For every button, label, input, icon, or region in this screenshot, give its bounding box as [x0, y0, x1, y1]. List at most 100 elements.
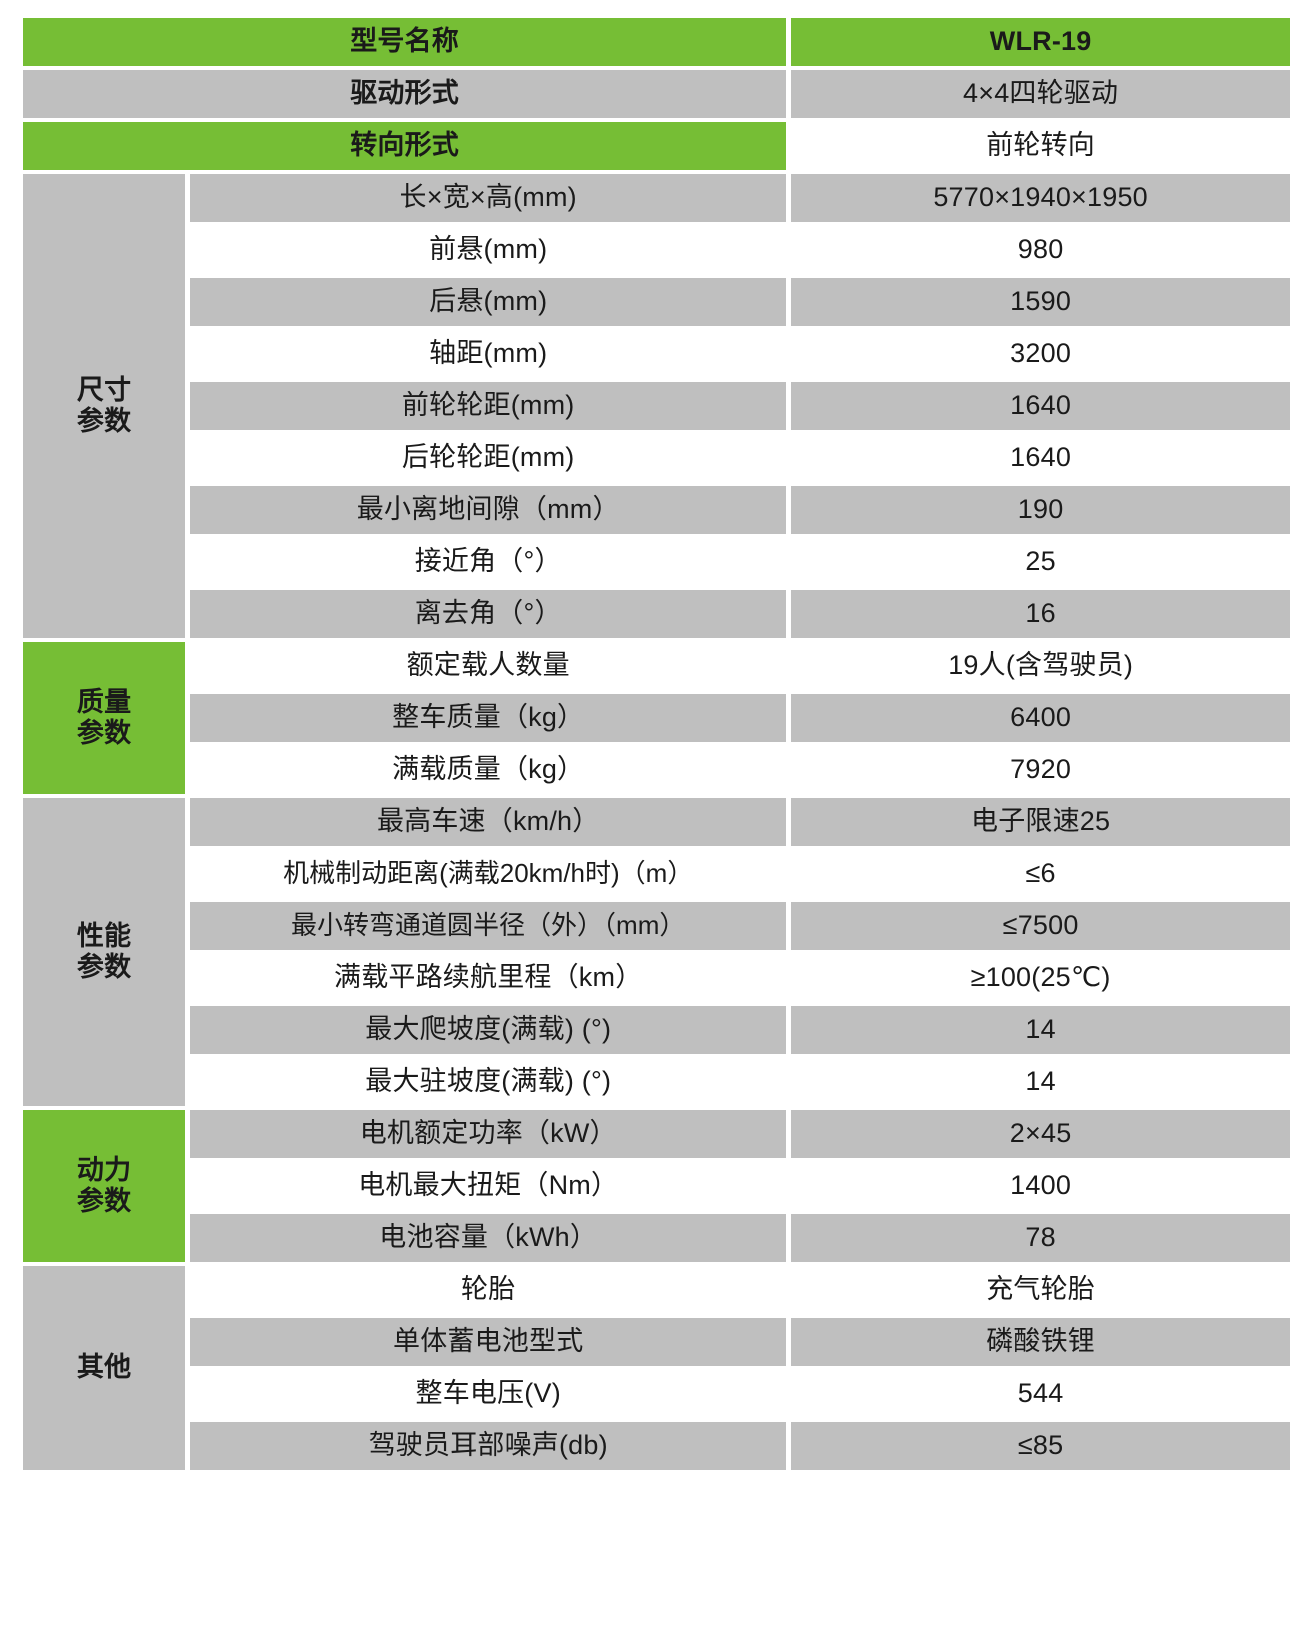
spec-value: ≤85: [791, 1422, 1290, 1470]
section-category-line: 其他: [76, 1352, 132, 1383]
table-row: 电机最大扭矩（Nm） 1400: [23, 1162, 1290, 1210]
spec-value: 1640: [791, 382, 1290, 430]
table-row: 后悬(mm) 1590: [23, 278, 1290, 326]
table-row: 转向形式 前轮转向: [23, 122, 1290, 170]
spec-label: 电机最大扭矩（Nm）: [190, 1162, 787, 1210]
spec-label: 前悬(mm): [190, 226, 787, 274]
table-row: 动力 参数 电机额定功率（kW） 2×45: [23, 1110, 1290, 1262]
spec-value: 14: [791, 1058, 1290, 1106]
table-row: 质量 参数 额定载人数量 19人(含驾驶员): [23, 642, 1290, 794]
table-row: 最大驻坡度(满载) (°) 14: [23, 1058, 1290, 1106]
spec-value: ≤7500: [791, 902, 1290, 950]
spec-value: ≥100(25℃): [791, 954, 1290, 1002]
table-header-row: 型号名称 WLR-19: [23, 18, 1290, 66]
header-model-value: WLR-19: [791, 18, 1290, 66]
table-row: 机械制动距离(满载20km/h时)（m） ≤6: [23, 850, 1290, 898]
section-category-label: 性能 参数: [23, 798, 186, 1106]
table-row: 最大爬坡度(满载) (°) 14: [23, 1006, 1290, 1054]
spec-label: 最大爬坡度(满载) (°): [190, 1006, 787, 1054]
section-category-line: 参数: [76, 718, 132, 748]
spec-value: 980: [791, 226, 1290, 274]
table-row: 驱动形式 4×4四轮驱动: [23, 70, 1290, 118]
spec-value: 25: [791, 538, 1290, 586]
spec-label: 最大驻坡度(满载) (°): [190, 1058, 787, 1106]
spec-table-body: 型号名称 WLR-19 驱动形式 4×4四轮驱动 转向形式 前轮转向 尺寸 参数 长×宽×高(m…: [23, 18, 1290, 1470]
table-row: 电池容量（kWh） 78: [23, 1214, 1290, 1262]
spec-value: ≤6: [791, 850, 1290, 898]
spec-value: 16: [791, 590, 1290, 638]
spec-value: 4×4四轮驱动: [791, 70, 1290, 118]
section-category-label: 尺寸 参数: [23, 174, 186, 638]
spec-label: 驱动形式: [23, 70, 787, 118]
spec-label: 最高车速（km/h）: [190, 798, 787, 846]
spec-label: 前轮轮距(mm): [190, 382, 787, 430]
spec-value: 3200: [791, 330, 1290, 378]
spec-value: 前轮转向: [791, 122, 1290, 170]
spec-label: 满载质量（kg）: [190, 746, 787, 794]
spec-label: 机械制动距离(满载20km/h时)（m）: [190, 850, 787, 898]
spec-value: 1590: [791, 278, 1290, 326]
section-category-line: 参数: [76, 1186, 132, 1216]
spec-value: 14: [791, 1006, 1290, 1054]
spec-value: 190: [791, 486, 1290, 534]
table-row: 单体蓄电池型式 磷酸铁锂: [23, 1318, 1290, 1366]
spec-label: 单体蓄电池型式: [190, 1318, 787, 1366]
spec-label: 离去角（°）: [190, 590, 787, 638]
table-row: 其他 轮胎 充气轮胎: [23, 1266, 1290, 1470]
table-row: 接近角（°） 25: [23, 538, 1290, 586]
spec-label: 整车电压(V): [190, 1370, 787, 1418]
section-category-label: 其他: [23, 1266, 186, 1470]
spec-value: 2×45: [791, 1110, 1290, 1158]
table-row: 前轮轮距(mm) 1640: [23, 382, 1290, 430]
spec-value: 5770×1940×1950: [791, 174, 1290, 222]
spec-value: 充气轮胎: [791, 1266, 1290, 1314]
spec-label: 额定载人数量: [190, 642, 787, 690]
spec-table: 型号名称 WLR-19 驱动形式 4×4四轮驱动 转向形式 前轮转向 尺寸 参数 长×宽×高(m…: [18, 14, 1295, 1474]
spec-value: 19人(含驾驶员): [791, 642, 1290, 690]
table-row: 驾驶员耳部噪声(db) ≤85: [23, 1422, 1290, 1470]
spec-label: 满载平路续航里程（km）: [190, 954, 787, 1002]
spec-value: 78: [791, 1214, 1290, 1262]
spec-label: 后悬(mm): [190, 278, 787, 326]
spec-label: 整车质量（kg）: [190, 694, 787, 742]
section-category-line: 参数: [76, 406, 132, 436]
section-category-label: 动力 参数: [23, 1110, 186, 1262]
spec-label: 最小离地间隙（mm）: [190, 486, 787, 534]
spec-label: 电池容量（kWh）: [190, 1214, 787, 1262]
section-category-line: 动力: [76, 1154, 132, 1185]
spec-label: 电机额定功率（kW）: [190, 1110, 787, 1158]
spec-label: 轴距(mm): [190, 330, 787, 378]
spec-label: 后轮轮距(mm): [190, 434, 787, 482]
spec-label: 长×宽×高(mm): [190, 174, 787, 222]
table-row: 最小转弯通道圆半径（外）（mm） ≤7500: [23, 902, 1290, 950]
header-model-name-label: 型号名称: [23, 18, 787, 66]
table-row: 整车质量（kg） 6400: [23, 694, 1290, 742]
table-row: 满载平路续航里程（km） ≥100(25℃): [23, 954, 1290, 1002]
table-row: 整车电压(V) 544: [23, 1370, 1290, 1418]
spec-value: 7920: [791, 746, 1290, 794]
spec-value: 电子限速25: [791, 798, 1290, 846]
table-row: 满载质量（kg） 7920: [23, 746, 1290, 794]
spec-label: 最小转弯通道圆半径（外）（mm）: [190, 902, 787, 950]
section-category-line: 质量: [76, 686, 132, 717]
section-category-line: 参数: [76, 952, 132, 982]
table-row: 后轮轮距(mm) 1640: [23, 434, 1290, 482]
table-row: 尺寸 参数 长×宽×高(mm) 5770×1940×1950: [23, 174, 1290, 638]
table-row: 轴距(mm) 3200: [23, 330, 1290, 378]
section-category-line: 性能: [76, 920, 132, 951]
section-category-label: 质量 参数: [23, 642, 186, 794]
spec-label: 转向形式: [23, 122, 787, 170]
table-row: 离去角（°） 16: [23, 590, 1290, 638]
table-row: 性能 参数 最高车速（km/h） 电子限速25: [23, 798, 1290, 1106]
spec-value: 6400: [791, 694, 1290, 742]
spec-value: 544: [791, 1370, 1290, 1418]
spec-value: 1400: [791, 1162, 1290, 1210]
spec-value: 1640: [791, 434, 1290, 482]
spec-label: 接近角（°）: [190, 538, 787, 586]
spec-label: 轮胎: [190, 1266, 787, 1314]
table-row: 最小离地间隙（mm） 190: [23, 486, 1290, 534]
spec-value: 磷酸铁锂: [791, 1318, 1290, 1366]
section-category-line: 尺寸: [76, 374, 132, 405]
spec-label: 驾驶员耳部噪声(db): [190, 1422, 787, 1470]
